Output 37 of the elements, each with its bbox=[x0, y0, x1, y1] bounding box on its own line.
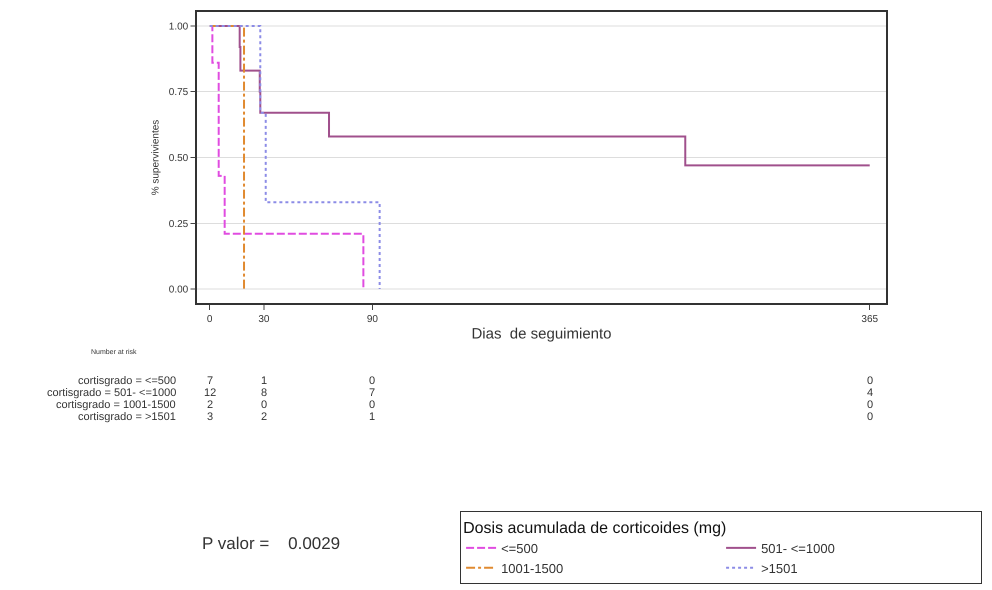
text: cortisgrado = <=500 bbox=[78, 375, 176, 387]
text: 0 bbox=[867, 375, 874, 387]
legend-label: 501- <=1000 bbox=[761, 540, 835, 556]
text: cortisgrado = 501- <=1000 bbox=[47, 387, 176, 399]
y-tick-label: 0.75 bbox=[168, 87, 189, 98]
text: 7 bbox=[369, 387, 376, 399]
y-tick-label: 0.50 bbox=[168, 153, 189, 164]
legend-label: <=500 bbox=[501, 540, 538, 556]
y-tick-label: 1.00 bbox=[168, 21, 189, 32]
text: 7 bbox=[207, 375, 214, 387]
text: 0 bbox=[867, 411, 874, 423]
text: 0 bbox=[867, 399, 874, 411]
text: 8 bbox=[261, 387, 268, 399]
text: 2 bbox=[207, 399, 214, 411]
text: cortisgrado = 1001-1500 bbox=[56, 399, 176, 411]
x-axis-title: Dias de seguimiento bbox=[471, 325, 612, 342]
legend-title: Dosis acumulada de corticoides (mg) bbox=[463, 520, 726, 537]
legend-label: 1001-1500 bbox=[501, 560, 564, 576]
text: 4 bbox=[867, 387, 874, 399]
y-tick-label: 0.00 bbox=[168, 284, 189, 296]
legend-label: >1501 bbox=[761, 560, 798, 576]
text: 0 bbox=[369, 399, 376, 411]
text: 0 bbox=[369, 375, 376, 387]
x-tick-label: 0 bbox=[206, 314, 213, 325]
text: 3 bbox=[207, 411, 214, 423]
text: 1 bbox=[261, 375, 268, 387]
text: 0 bbox=[261, 399, 268, 411]
x-tick-label: 90 bbox=[366, 314, 378, 325]
text: 2 bbox=[261, 411, 268, 423]
text: cortisgrado = >1501 bbox=[78, 411, 176, 423]
text: P valor = 0.0029 bbox=[202, 534, 340, 553]
text: 12 bbox=[204, 387, 216, 399]
y-tick-label: 0.25 bbox=[168, 218, 189, 230]
text: 1 bbox=[369, 411, 376, 423]
x-tick-label: 30 bbox=[258, 314, 270, 325]
x-tick-label: 365 bbox=[861, 314, 878, 325]
y-axis-title: % supervivientes bbox=[150, 120, 162, 196]
